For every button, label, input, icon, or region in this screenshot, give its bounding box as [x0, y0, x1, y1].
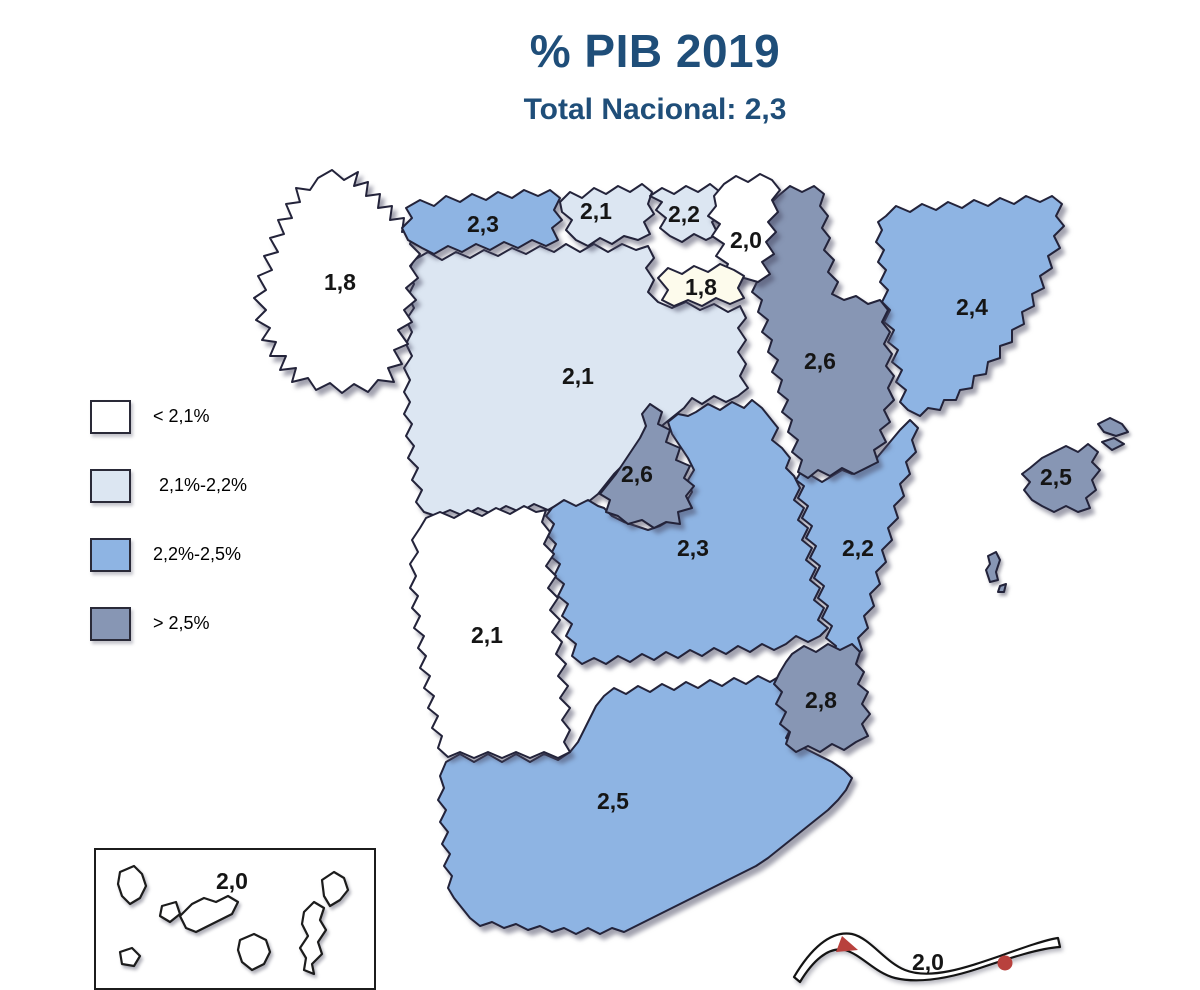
legend-swatch-gt-2-5 [90, 606, 131, 641]
island-el-hierro [118, 946, 142, 968]
region-cantabria [559, 183, 655, 247]
region-baleares-mallorca [1021, 443, 1101, 513]
legend-label: > 2,5% [153, 613, 210, 633]
region-label-aragon: 2,6 [804, 348, 836, 374]
region-label-castilla-la-mancha: 2,3 [677, 535, 709, 561]
page-title: % PIB 2019 [529, 25, 781, 77]
region-label-la-rioja: 1,8 [685, 274, 717, 300]
region-andalucia [437, 675, 853, 935]
region-madrid [599, 403, 695, 529]
region-cataluna [875, 195, 1065, 417]
legend-item: > 2,5% [90, 606, 247, 641]
region-label-canarias: 2,0 [216, 868, 248, 894]
region-label-ceuta-melilla: 2,0 [912, 949, 944, 975]
legend-label: 2,1%-2,2% [159, 475, 248, 495]
region-label-pais-vasco: 2,2 [668, 201, 700, 227]
legend-label: 2,2%-2,5% [153, 544, 242, 564]
region-murcia [773, 643, 871, 753]
legend-label: < 2,1% [153, 406, 210, 426]
legend-item: 2,1%-2,2% [90, 468, 247, 503]
island-la-gomera [158, 900, 182, 924]
region-la-rioja [657, 263, 745, 307]
region-extremadura [409, 505, 571, 759]
legend-swatch-2-1-to-2-2 [90, 468, 131, 503]
region-aragon [743, 185, 895, 479]
island-lanzarote [320, 870, 350, 908]
region-label-madrid: 2,6 [621, 461, 653, 487]
melilla-marker-dot [997, 955, 1013, 971]
island-fuerteventura [298, 900, 328, 976]
region-label-navarra: 2,0 [730, 227, 762, 253]
ceuta-marker-triangle [836, 936, 858, 952]
region-label-galicia: 1,8 [324, 269, 356, 295]
island-tenerife [178, 894, 240, 934]
page-subtitle: Total Nacional: 2,3 [523, 93, 787, 126]
region-castilla-la-mancha [545, 399, 829, 665]
region-label-cantabria: 2,1 [580, 198, 612, 224]
island-ibiza [985, 551, 1001, 583]
header: % PIB 2019 Total Nacional: 2,3 [55, 24, 1200, 127]
legend-item: 2,2%-2,5% [90, 537, 247, 572]
canarias-inset-box [94, 848, 376, 990]
legend: < 2,1% 2,1%-2,2% 2,2%-2,5% > 2,5% [90, 399, 247, 675]
region-navarra [707, 173, 781, 285]
region-label-murcia: 2,8 [805, 687, 837, 713]
legend-swatch-2-2-to-2-5 [90, 537, 131, 572]
region-label-cataluna: 2,4 [956, 294, 988, 320]
legend-item: < 2,1% [90, 399, 247, 434]
legend-swatch-lt-2-1 [90, 399, 131, 434]
region-label-andalucia: 2,5 [597, 788, 629, 814]
region-label-asturias: 2,3 [467, 211, 499, 237]
island-formentera [997, 583, 1007, 593]
region-pais-vasco [649, 183, 723, 243]
island-menorca-south [1101, 437, 1125, 451]
ceuta-melilla-coastline [792, 932, 1062, 984]
region-asturias [401, 189, 563, 255]
region-label-valenciana: 2,2 [842, 535, 874, 561]
region-label-castilla-y-leon: 2,1 [562, 363, 594, 389]
island-gran-canaria [236, 932, 272, 972]
island-menorca [1097, 417, 1129, 437]
region-label-baleares: 2,5 [1040, 464, 1072, 490]
island-la-palma [116, 864, 148, 906]
region-galicia [253, 169, 421, 394]
region-label-extremadura: 2,1 [471, 622, 503, 648]
